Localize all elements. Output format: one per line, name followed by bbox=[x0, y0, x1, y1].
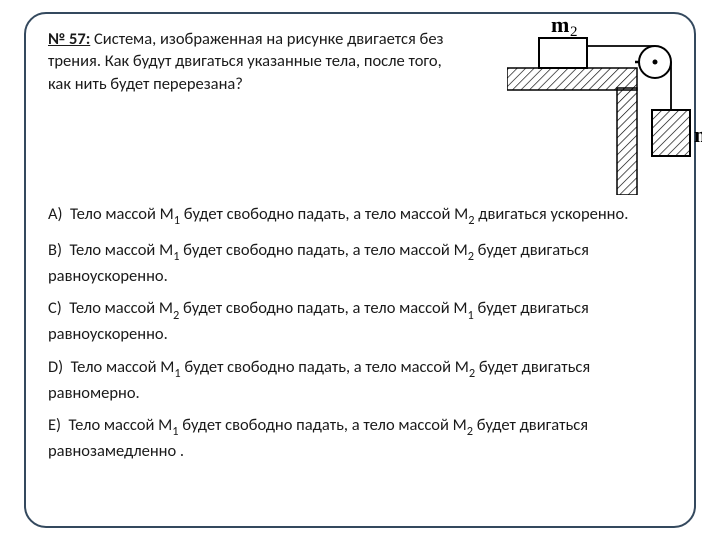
answer-a-pre: Тело массой M bbox=[70, 204, 174, 224]
answer-c-pre: Тело массой M bbox=[69, 298, 173, 318]
answer-c: C) Тело массой M2 будет свободно падать,… bbox=[48, 297, 672, 345]
question-line1: Система, изображенная на рисунке двигает… bbox=[94, 29, 444, 49]
answer-c-letter: C) bbox=[48, 298, 62, 318]
answer-a-mid: будет свободно падать, а тело массой M bbox=[180, 204, 468, 224]
answers-list: A) Тело массой M1 будет свободно падать,… bbox=[48, 203, 672, 462]
answer-b-mid: будет свободно падать, а тело массой M bbox=[179, 240, 467, 260]
answer-a: A) Тело массой M1 будет свободно падать,… bbox=[48, 203, 672, 229]
answer-d-letter: D) bbox=[48, 357, 63, 377]
answer-e-mid: будет свободно падать, а тело массой M bbox=[179, 415, 467, 435]
answer-d-s2: 2 bbox=[469, 366, 475, 381]
answer-b-s2: 2 bbox=[468, 249, 474, 264]
answer-d-mid: будет свободно падать, а тело массой M bbox=[181, 357, 469, 377]
answer-b-letter: B) bbox=[48, 240, 62, 260]
answer-e-pre: Тело массой M bbox=[69, 415, 173, 435]
question-row: № 57: Система, изображенная на рисунке д… bbox=[48, 28, 672, 195]
answer-b-s1: 1 bbox=[173, 249, 179, 264]
answer-d-pre: Тело массой M bbox=[71, 357, 175, 377]
svg-text:m: m bbox=[694, 122, 702, 147]
diagram-svg: m 2 m 1 bbox=[507, 10, 702, 195]
answer-e-s2: 2 bbox=[467, 424, 473, 439]
question-line3: как нить будет перерезана? bbox=[48, 74, 243, 94]
physics-diagram: m 2 m 1 m1 bbox=[507, 10, 702, 195]
answer-c-s2: 1 bbox=[468, 308, 474, 323]
question-text: № 57: Система, изображенная на рисунке д… bbox=[48, 28, 497, 95]
answer-b: B) Тело массой M1 будет свободно падать,… bbox=[48, 239, 672, 287]
answer-d-s1: 1 bbox=[174, 366, 180, 381]
question-line2: трения. Как будут двигаться указанные те… bbox=[48, 51, 442, 71]
answer-e-s1: 1 bbox=[172, 424, 178, 439]
svg-text:2: 2 bbox=[570, 24, 578, 40]
answer-a-s2: 2 bbox=[468, 213, 474, 228]
answer-a-s1: 1 bbox=[174, 213, 180, 228]
svg-text:m: m bbox=[551, 12, 569, 37]
answer-c-s1: 2 bbox=[173, 308, 179, 323]
content-area: № 57: Система, изображенная на рисунке д… bbox=[48, 28, 672, 512]
answer-d: D) Тело массой M1 будет свободно падать,… bbox=[48, 356, 672, 404]
answer-a-letter: A) bbox=[48, 204, 63, 224]
answer-a-post: двигаться ускоренно. bbox=[475, 204, 629, 224]
answer-e: E) Тело массой M1 будет свободно падать,… bbox=[48, 414, 672, 462]
question-number: № 57: bbox=[48, 29, 90, 49]
answer-e-letter: E) bbox=[48, 415, 61, 435]
answer-b-pre: Тело массой M bbox=[69, 240, 173, 260]
answer-c-mid: будет свободно падать, а тело массой M bbox=[179, 298, 467, 318]
